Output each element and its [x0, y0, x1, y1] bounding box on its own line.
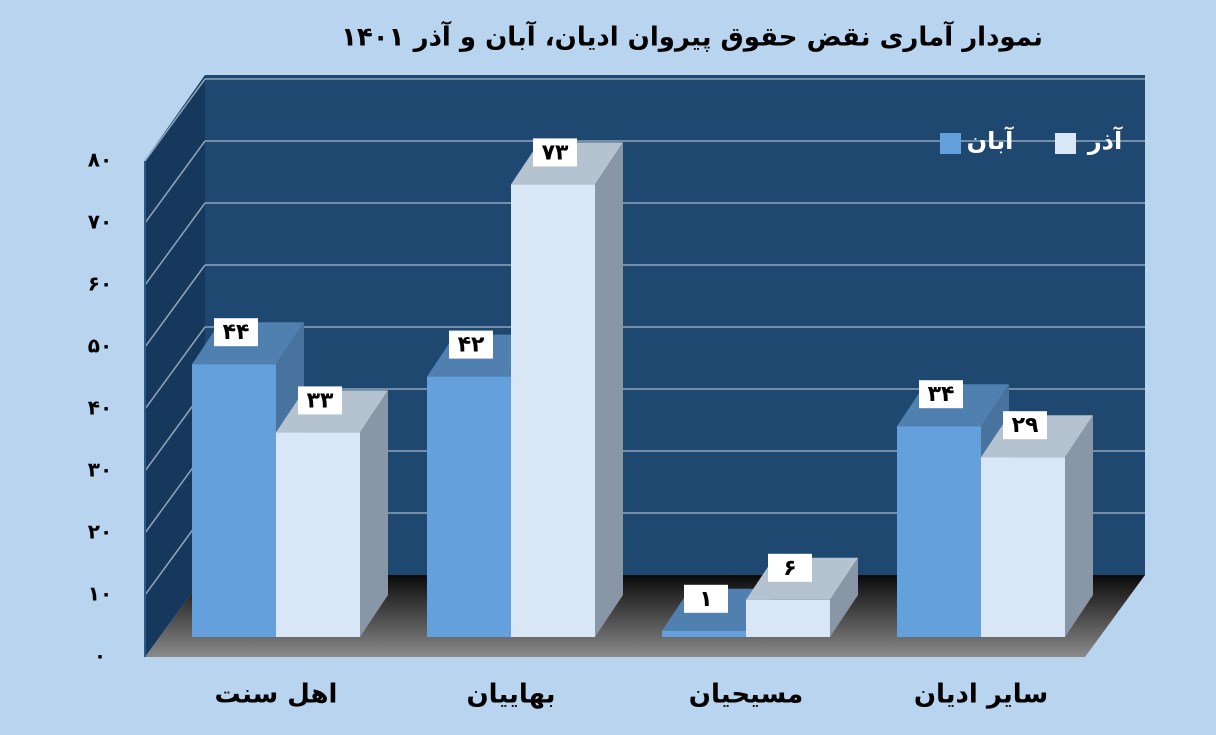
data-label: ۴۲: [458, 333, 485, 358]
bar-front: [897, 426, 981, 637]
y-tick-label: ۷۰: [88, 210, 112, 234]
y-tick-label: ۱۰: [88, 582, 112, 606]
chart-title: نمودار آماری نقض حقوق پیروان ادیان، آبان…: [341, 21, 1043, 53]
data-label-box: [768, 553, 812, 582]
bar: [981, 415, 1093, 637]
bar-side: [1065, 415, 1093, 637]
y-tick-label: ۸۰: [88, 148, 112, 172]
bar-side: [360, 390, 388, 637]
bar-side: [595, 142, 623, 637]
data-label-box: [533, 138, 577, 167]
grid-line: [144, 202, 206, 286]
data-label-box: [449, 330, 493, 359]
legend-swatch: [1055, 133, 1076, 154]
grid-line: [144, 264, 206, 348]
data-label: ۳۳: [307, 388, 334, 413]
bar-front: [427, 376, 511, 637]
x-tick-label: مسیحیان: [689, 680, 803, 710]
data-label-box: [919, 380, 963, 409]
floor: [145, 575, 1145, 657]
data-label-box: [298, 386, 342, 415]
y-tick-label: ۲۰: [88, 520, 112, 544]
y-tick-label: ۴۰: [88, 396, 112, 420]
bar: [276, 390, 388, 637]
bar: [511, 142, 623, 637]
bar-front: [981, 457, 1065, 637]
legend-label: آذر: [1087, 126, 1123, 155]
data-label: ۷۳: [542, 140, 569, 165]
bar-front: [192, 364, 276, 637]
x-tick-label: بهاییان: [466, 680, 555, 710]
data-label-box: [684, 584, 728, 613]
grid-line: [144, 140, 206, 224]
y-tick-label: ۶۰: [88, 272, 112, 296]
data-label: ۴۴: [223, 320, 250, 345]
data-label: ۳۴: [928, 382, 955, 407]
x-tick-label: سایر ادیان: [914, 680, 1048, 710]
legend-swatch: [940, 133, 961, 154]
y-tick-label: ۳۰: [88, 458, 112, 482]
bar-front: [662, 630, 746, 637]
y-tick-label: ۵۰: [88, 334, 112, 358]
grid-line: [144, 326, 206, 410]
bar-front: [276, 432, 360, 637]
data-label: ۱: [699, 587, 712, 612]
y-tick-label: ۰: [94, 644, 106, 668]
data-label: ۶: [783, 556, 796, 581]
bar-side: [830, 557, 858, 637]
bar-front: [511, 184, 595, 637]
data-label-box: [1003, 411, 1047, 440]
legend-label: آبان: [967, 126, 1015, 155]
bar-front: [746, 599, 830, 637]
data-label: ۲۹: [1012, 413, 1039, 438]
grid-line: [144, 78, 206, 162]
data-label-box: [214, 318, 258, 347]
x-tick-label: اهل سنت: [215, 680, 338, 710]
